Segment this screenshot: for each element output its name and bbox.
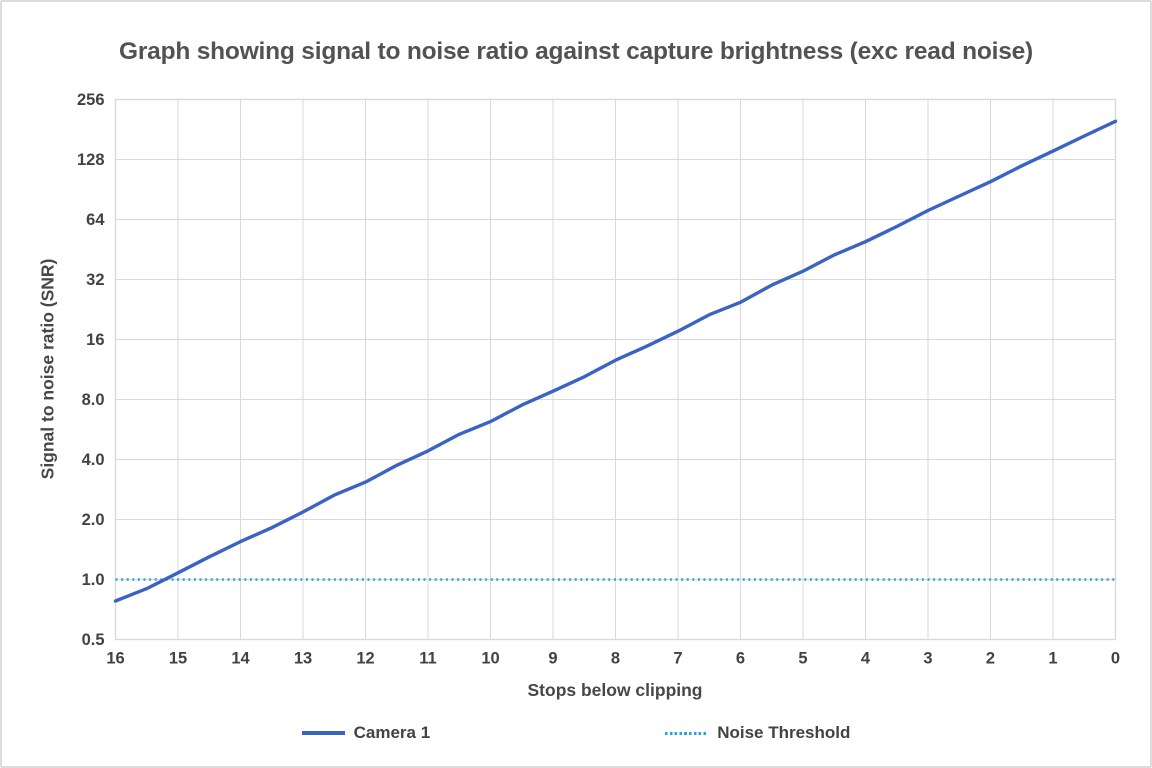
x-tick-label: 13 xyxy=(294,650,312,668)
y-tick-label: 2.0 xyxy=(82,511,105,529)
legend-item-noise-threshold: Noise Threshold xyxy=(665,723,850,743)
x-tick-label: 6 xyxy=(736,650,745,668)
noise-threshold-line-swatch xyxy=(665,731,709,735)
y-tick-label: 8.0 xyxy=(82,391,105,409)
x-tick-label: 2 xyxy=(986,650,995,668)
plot-border xyxy=(114,98,1117,641)
legend-label-camera1: Camera 1 xyxy=(353,723,431,742)
y-axis-title: Signal to noise ratio (SNR) xyxy=(37,258,58,480)
x-tick-label: 10 xyxy=(481,650,499,668)
camera1-line-swatch xyxy=(301,731,345,735)
y-tick-label: 1.0 xyxy=(82,571,105,589)
x-tick-label: 7 xyxy=(673,650,682,668)
x-tick-label: 15 xyxy=(169,650,187,668)
x-tick-label: 16 xyxy=(106,650,124,668)
x-tick-label: 12 xyxy=(356,650,374,668)
x-tick-label: 9 xyxy=(548,650,557,668)
x-tick-label: 4 xyxy=(861,650,871,668)
x-tick-label: 5 xyxy=(798,650,807,668)
x-tick-label: 3 xyxy=(923,650,932,668)
y-tick-label: 16 xyxy=(86,331,104,349)
y-tick-label: 0.5 xyxy=(82,631,105,649)
legend-label-noise-threshold: Noise Threshold xyxy=(717,723,851,742)
y-tick-label: 256 xyxy=(77,91,105,109)
camera1-line xyxy=(113,119,1118,603)
y-tick-label: 128 xyxy=(77,151,105,169)
legend: Camera 1 Noise Threshold xyxy=(2,723,1150,743)
x-tick-label: 0 xyxy=(1111,650,1120,668)
y-tick-label: 32 xyxy=(86,271,104,289)
x-tick-label: 14 xyxy=(231,650,250,668)
x-tick-label: 1 xyxy=(1048,650,1057,668)
chart-title: Graph showing signal to noise ratio agai… xyxy=(118,38,1034,65)
y-tick-label: 4.0 xyxy=(82,451,105,469)
x-tick-label: 11 xyxy=(419,650,436,668)
x-axis-title: Stops below clipping xyxy=(527,680,703,700)
y-tick-label: 64 xyxy=(86,211,105,229)
x-tick-label: 8 xyxy=(611,650,620,668)
legend-item-camera1: Camera 1 xyxy=(301,723,431,743)
